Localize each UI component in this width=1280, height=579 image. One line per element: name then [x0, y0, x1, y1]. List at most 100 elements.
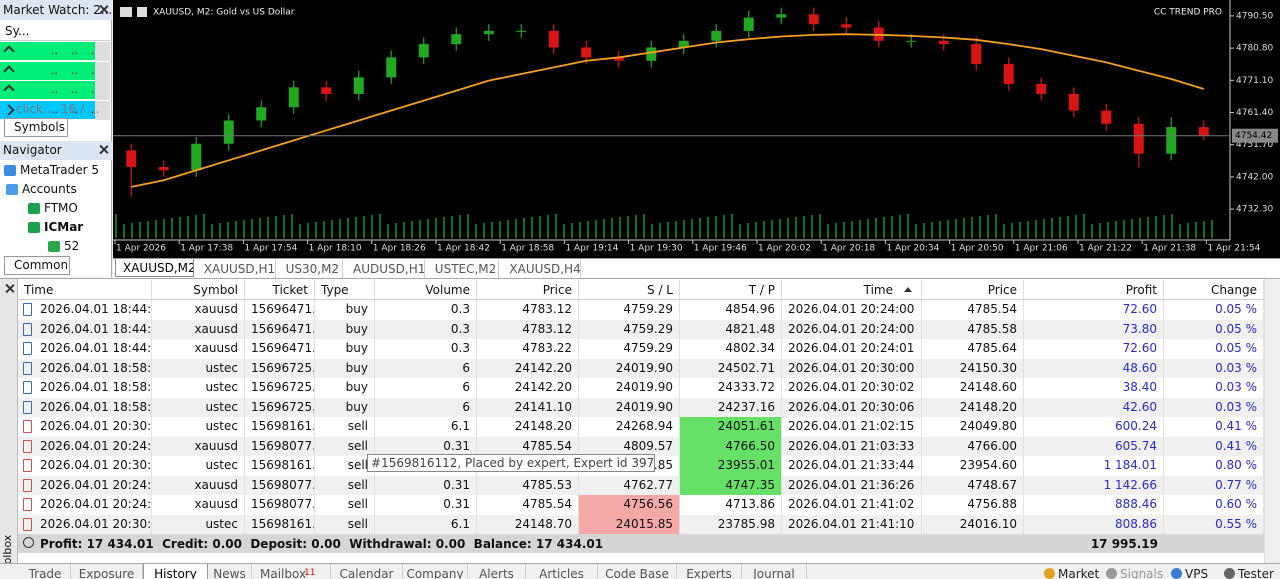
table-row[interactable] [18, 300, 1264, 320]
column-header[interactable]: S / L [579, 280, 680, 300]
status-button[interactable]: Signals [1120, 567, 1164, 579]
table-cell: 0.03 % [1164, 378, 1264, 398]
table-cell: ustec [152, 417, 245, 437]
column-header[interactable]: Type [315, 280, 375, 300]
column-header[interactable]: Time [782, 280, 922, 300]
candle-body [483, 30, 494, 35]
mail-badge: 11 [304, 568, 316, 578]
chart-tab[interactable]: XAUUSD,H4 [502, 260, 582, 278]
status-button[interactable]: Tester [1238, 567, 1274, 579]
chart-tab[interactable]: AUDUSD,H1 [346, 260, 425, 278]
table-cell: 15696725... [245, 397, 315, 417]
table-cell: 2026.04.01 18:44:01 [18, 339, 152, 359]
panel-tab[interactable]: Symbols [4, 118, 68, 137]
add-symbol[interactable]: click... [16, 102, 55, 116]
table-cell: 24015.85 [579, 514, 680, 534]
table-row[interactable] [18, 436, 1264, 456]
bottom-tab[interactable]: History [143, 564, 208, 579]
table-cell: 24150.30 [922, 358, 1024, 378]
table-row[interactable] [18, 339, 1264, 359]
bottom-tab[interactable]: Experts [677, 564, 742, 579]
column-header[interactable]: Time [18, 280, 152, 300]
status-button[interactable]: VPS [1185, 567, 1209, 579]
chart-tab[interactable]: US30,M2 [279, 260, 343, 278]
table-row[interactable] [18, 397, 1264, 417]
column-header[interactable]: Symbol [152, 280, 245, 300]
table-cell: 2026.04.01 20:30:06 [782, 397, 922, 417]
table-cell: 6 [375, 358, 477, 378]
panel-title: Market Watch: 2... [0, 0, 112, 20]
column-header[interactable]: T / P [680, 280, 782, 300]
nav-icon [48, 241, 60, 252]
table-cell: 24502.71 [680, 358, 782, 378]
column-header[interactable]: Change [1164, 280, 1264, 300]
status-button[interactable]: Market [1058, 567, 1100, 579]
nav-item[interactable]: Accounts [22, 182, 77, 196]
table-cell: 2026.04.01 18:58:00 [18, 397, 152, 417]
row-icon [23, 381, 32, 394]
close-button[interactable] [99, 5, 108, 14]
table-row[interactable] [18, 358, 1264, 378]
column-header[interactable]: Profit [1024, 280, 1164, 300]
nav-item[interactable]: MetaTrader 5 [20, 163, 100, 177]
column-header[interactable]: Price [922, 280, 1024, 300]
table-cell: buy [315, 397, 375, 417]
candle-body [743, 17, 754, 31]
bottom-tab[interactable]: Articles [526, 564, 598, 579]
x-tick-label: 1 Apr 20:34 [886, 244, 939, 254]
symbol-count: 16 / ... [61, 102, 100, 116]
bottom-tab[interactable]: Trade [20, 564, 71, 579]
bottom-tab[interactable]: Mailbox [252, 564, 331, 579]
bottom-tab[interactable]: Exposure [71, 564, 143, 579]
symbol-row [0, 42, 95, 61]
symbol-cell: .. [51, 83, 58, 96]
chart-tab[interactable]: USTEC,M2 [428, 260, 500, 278]
table-cell: xauusd [152, 300, 245, 320]
panel-tab[interactable]: Common [4, 256, 70, 275]
bottom-tab[interactable]: Code Base [598, 564, 677, 579]
bottom-tab[interactable]: Calendar [331, 564, 403, 579]
chart-tab[interactable]: XAUUSD,H1 [197, 260, 276, 278]
nav-item[interactable]: ICMar [44, 220, 84, 234]
close-button[interactable] [5, 284, 14, 293]
y-tick-label: 4771.10 [1236, 76, 1273, 86]
nav-item[interactable]: 52 [64, 239, 80, 253]
table-cell: 6.1 [375, 417, 477, 437]
table-cell: 24019.90 [579, 378, 680, 398]
nav-item[interactable]: FTMO [44, 201, 78, 215]
column-header[interactable]: Ticket [245, 280, 315, 300]
table-cell: xauusd [152, 495, 245, 515]
column-header[interactable]: Price [477, 280, 579, 300]
table-cell: xauusd [152, 475, 245, 495]
x-tick-label: 1 Apr 19:46 [694, 244, 747, 254]
table-row[interactable] [18, 378, 1264, 398]
bottom-tab[interactable]: Alerts [468, 564, 526, 579]
close-button[interactable] [99, 145, 108, 154]
table-cell: 4785.54 [477, 436, 579, 456]
table-cell: 605.74 [1024, 436, 1164, 456]
x-tick-label: 1 Apr 20:18 [822, 244, 875, 254]
symbol-row [0, 61, 95, 81]
table-cell: 24268.94 [579, 417, 680, 437]
table-cell: ustec [152, 358, 245, 378]
table-cell: 0.3 [375, 319, 477, 339]
table-row[interactable] [18, 475, 1264, 495]
table-cell: buy [315, 339, 375, 359]
table-cell: 72.60 [1024, 300, 1164, 320]
column-header[interactable]: Volume [375, 280, 477, 300]
table-row[interactable] [18, 417, 1264, 437]
chart-tab[interactable]: XAUUSD,M2 [115, 259, 194, 277]
bottom-tab[interactable]: Journal [742, 564, 807, 579]
symbol-cell: .. [71, 83, 78, 96]
scroll-cell [95, 100, 110, 120]
table-cell: 2026.04.01 21:36:26 [782, 475, 922, 495]
bottom-tab[interactable]: News [208, 564, 252, 579]
bottom-tab[interactable]: Company [403, 564, 468, 579]
table-cell: 4756.56 [579, 495, 680, 515]
table-cell: 4854.96 [680, 300, 782, 320]
table-cell: ustec [152, 456, 245, 476]
table-row[interactable] [18, 319, 1264, 339]
table-cell: 15698161... [245, 417, 315, 437]
summary-row [18, 534, 1264, 553]
table-cell: 24142.20 [477, 378, 579, 398]
